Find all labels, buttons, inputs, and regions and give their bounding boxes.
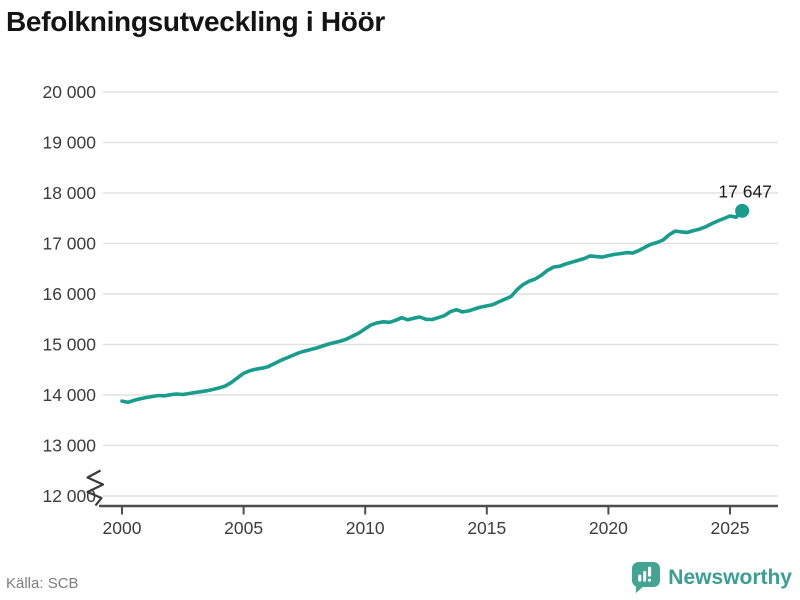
end-dot <box>735 203 750 218</box>
source-label: Källa: SCB <box>6 575 79 592</box>
brand-name: Newsworthy <box>668 565 792 589</box>
x-tick-label: 2025 <box>711 518 750 538</box>
chart-title: Befolkningsutveckling i Höör <box>6 6 385 37</box>
x-tick-label: 2010 <box>346 518 385 538</box>
y-tick-label: 16 000 <box>42 284 96 304</box>
axis-break-icon <box>86 469 105 507</box>
x-tick-label: 2020 <box>589 518 628 538</box>
x-tick-label: 2000 <box>103 518 142 538</box>
chart-footer: Källa: SCB Newsworthy <box>0 558 800 600</box>
y-tick-label: 12 000 <box>42 486 96 506</box>
y-tick-label: 19 000 <box>42 133 96 153</box>
y-tick-label: 15 000 <box>42 335 96 355</box>
end-value-label: 17 647 <box>718 181 772 201</box>
y-tick-label: 13 000 <box>42 436 96 456</box>
x-tick-label: 2005 <box>224 518 263 538</box>
y-tick-label: 14 000 <box>42 385 96 405</box>
y-tick-label: 18 000 <box>42 183 96 203</box>
population-line <box>120 209 745 405</box>
x-tick-label: 2015 <box>467 518 506 538</box>
brand-lockup: Newsworthy <box>631 561 792 594</box>
y-tick-label: 20 000 <box>42 82 96 102</box>
newsworthy-logo-icon <box>632 562 661 593</box>
y-tick-label: 17 000 <box>42 234 96 254</box>
